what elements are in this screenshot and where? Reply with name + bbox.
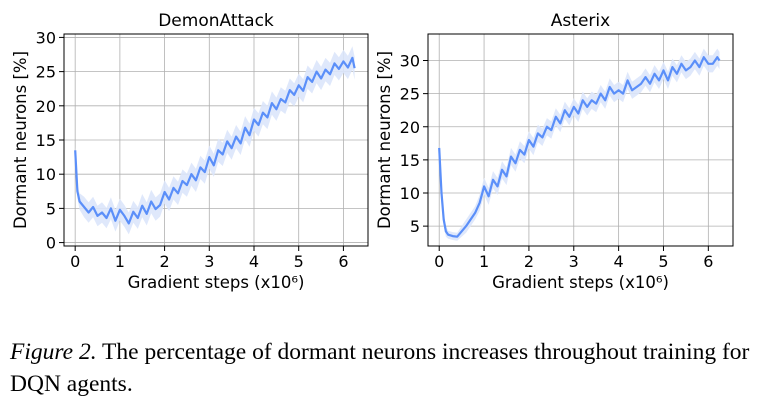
x-tick-label: 4	[249, 252, 259, 271]
chart-title: Asterix	[551, 11, 610, 31]
series-band	[439, 48, 720, 241]
y-tick-label: 10	[36, 165, 56, 184]
y-tick-label: 15	[36, 131, 56, 150]
y-tick-label: 15	[400, 151, 420, 170]
y-tick-label: 10	[400, 184, 420, 203]
y-tick-label: 30	[400, 52, 420, 71]
x-tick-label: 5	[294, 252, 304, 271]
y-axis-label: Dormant neurons [%]	[375, 51, 394, 229]
y-axis-label: Dormant neurons [%]	[11, 51, 30, 229]
series-line	[438, 56, 721, 238]
x-tick-label: 3	[569, 252, 579, 271]
x-tick-label: 4	[614, 252, 624, 271]
x-tick-label: 0	[434, 252, 444, 271]
x-axis-label: Gradient steps (x10⁶)	[492, 273, 669, 292]
y-tick-label: 5	[46, 199, 56, 218]
x-tick-label: 6	[338, 252, 348, 271]
y-tick-label: 25	[400, 85, 420, 104]
x-tick-label: 2	[159, 252, 169, 271]
x-tick-label: 0	[70, 252, 80, 271]
figure-caption: Figure 2. The percentage of dormant neur…	[10, 336, 755, 400]
x-tick-label: 3	[204, 252, 214, 271]
y-tick-label: 0	[46, 234, 56, 253]
series-line	[74, 56, 356, 225]
y-tick-label: 20	[400, 118, 420, 137]
caption-text: The percentage of dormant neurons increa…	[10, 339, 750, 397]
x-tick-label: 1	[479, 252, 489, 271]
y-tick-label: 25	[36, 63, 56, 82]
series-band	[75, 46, 355, 235]
y-tick-label: 5	[410, 217, 420, 236]
chart-title: DemonAttack	[158, 11, 274, 31]
caption-lead: Figure 2.	[10, 339, 97, 365]
x-tick-label: 2	[524, 252, 534, 271]
axes-frame	[427, 33, 734, 247]
chart-panel-0: 0 1 2 3 4 5 6 0 5 10 15 20 25 30 DemonAttack Gradient s…	[11, 11, 369, 292]
chart-panel-1: 0 1 2 3 4 5 6 5 10 15 20 25 30 Asterix Gradient steps …	[375, 11, 734, 292]
x-tick-label: 5	[658, 252, 668, 271]
x-axis-label: Gradient steps (x10⁶)	[128, 273, 305, 292]
x-tick-label: 6	[703, 252, 713, 271]
y-tick-label: 20	[36, 97, 56, 116]
x-tick-label: 1	[115, 252, 125, 271]
y-tick-label: 30	[36, 28, 56, 47]
